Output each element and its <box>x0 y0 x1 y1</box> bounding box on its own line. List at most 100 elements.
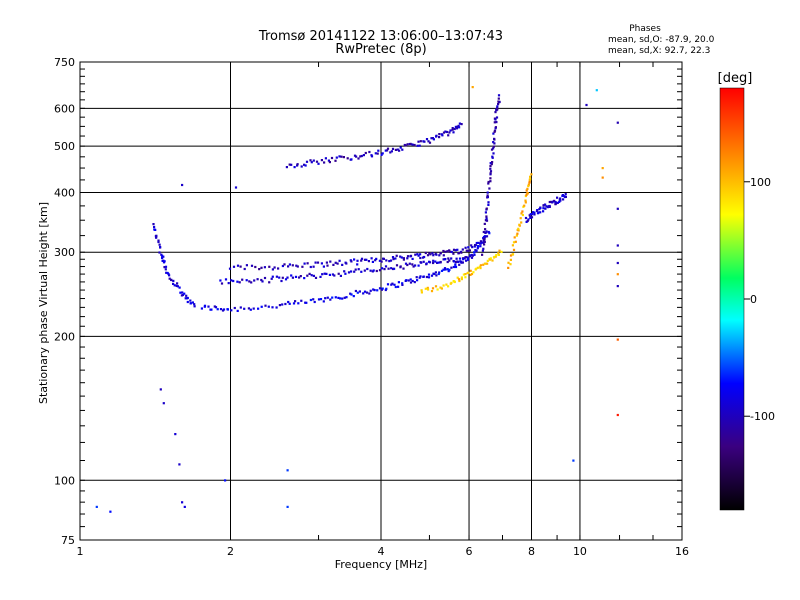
data-point <box>275 306 278 309</box>
data-point <box>372 269 375 272</box>
data-point <box>368 292 371 295</box>
data-point <box>326 264 329 267</box>
data-point <box>300 165 303 168</box>
data-point <box>438 271 441 274</box>
data-point <box>616 261 619 265</box>
data-point <box>164 265 168 268</box>
data-point <box>524 199 527 202</box>
data-point <box>157 239 160 242</box>
data-point <box>431 252 434 255</box>
data-point <box>294 275 298 278</box>
data-point <box>423 140 426 143</box>
data-point <box>377 149 380 152</box>
data-point <box>437 261 440 264</box>
data-point <box>394 148 397 151</box>
data-point <box>416 144 419 147</box>
data-point <box>281 303 284 306</box>
data-point <box>394 257 397 260</box>
data-point <box>432 254 435 257</box>
data-point <box>439 260 442 264</box>
data-point <box>207 305 210 308</box>
data-point <box>414 264 417 267</box>
data-point <box>342 156 345 159</box>
data-point <box>529 216 532 219</box>
data-point <box>157 240 160 244</box>
data-point <box>260 266 263 269</box>
data-point <box>417 254 420 257</box>
data-point <box>457 278 461 281</box>
data-point <box>478 265 481 268</box>
data-point <box>362 292 365 295</box>
data-point <box>286 276 289 279</box>
data-point <box>261 280 264 283</box>
data-point <box>233 306 236 310</box>
data-point <box>390 267 393 270</box>
data-point <box>334 296 337 299</box>
data-point <box>168 277 171 280</box>
data-point <box>511 244 514 247</box>
data-point <box>285 166 288 169</box>
data-point <box>531 213 534 216</box>
data-point <box>161 256 164 260</box>
data-point <box>561 194 564 197</box>
data-point <box>419 256 422 260</box>
data-point <box>326 296 329 299</box>
data-point <box>320 262 323 265</box>
data-point <box>395 264 399 267</box>
data-point <box>268 265 271 268</box>
data-point <box>468 249 471 252</box>
data-point <box>254 265 257 269</box>
data-point <box>213 305 216 308</box>
data-point <box>304 164 307 167</box>
data-point <box>363 258 367 261</box>
data-point <box>446 260 449 264</box>
data-point <box>616 338 619 341</box>
data-point <box>382 257 385 260</box>
data-point <box>420 261 423 264</box>
data-point <box>530 216 534 219</box>
data-point <box>448 249 451 252</box>
data-point <box>481 253 484 256</box>
data-point <box>485 217 488 220</box>
data-point <box>471 86 474 89</box>
data-point <box>277 267 280 270</box>
data-point <box>601 176 604 179</box>
y-tick-label: 100 <box>54 474 75 487</box>
data-point <box>249 308 252 311</box>
data-point <box>325 261 328 264</box>
data-point <box>338 155 341 158</box>
data-point <box>447 285 450 288</box>
data-point <box>488 232 491 235</box>
data-point <box>293 166 296 169</box>
data-point <box>418 276 421 279</box>
data-point <box>350 293 353 296</box>
data-point <box>489 173 492 176</box>
data-point <box>317 298 321 301</box>
data-point <box>365 291 369 294</box>
data-point <box>493 121 496 124</box>
data-point <box>420 291 423 294</box>
data-point <box>224 479 227 482</box>
data-point <box>486 259 489 262</box>
data-point <box>452 252 455 255</box>
chart-subtitle: RwPretec (8p) <box>335 42 426 57</box>
data-point <box>376 152 379 155</box>
data-point <box>412 265 415 268</box>
data-point <box>512 248 516 251</box>
data-point <box>159 246 162 249</box>
data-point <box>375 269 378 273</box>
data-point <box>241 278 244 281</box>
data-point <box>520 212 523 215</box>
data-point <box>556 196 559 199</box>
data-point <box>443 267 447 270</box>
data-point <box>409 142 412 145</box>
data-point <box>314 261 317 264</box>
data-point <box>544 203 547 206</box>
data-point <box>497 253 500 256</box>
data-point <box>232 279 235 283</box>
data-point <box>553 199 556 202</box>
data-point <box>357 157 360 160</box>
data-point <box>450 266 453 269</box>
data-point <box>166 271 169 275</box>
data-point <box>257 307 260 310</box>
